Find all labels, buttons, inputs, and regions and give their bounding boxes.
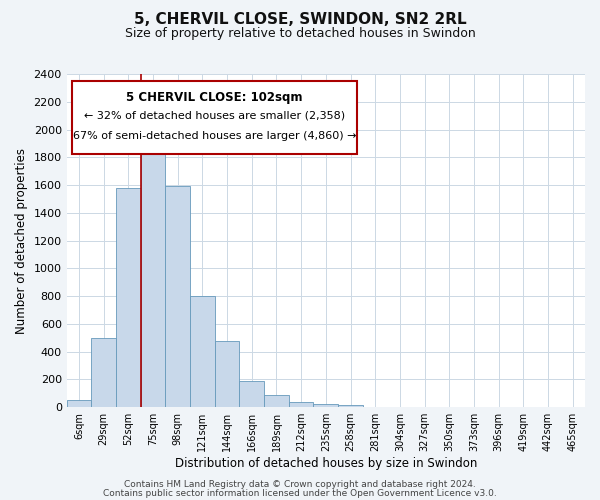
Bar bbox=[239, 381, 264, 407]
Text: ← 32% of detached houses are smaller (2,358): ← 32% of detached houses are smaller (2,… bbox=[84, 110, 345, 120]
Bar bbox=[215, 340, 239, 407]
Y-axis label: Number of detached properties: Number of detached properties bbox=[15, 148, 28, 334]
Text: 67% of semi-detached houses are larger (4,860) →: 67% of semi-detached houses are larger (… bbox=[73, 130, 356, 140]
Bar bbox=[264, 394, 289, 407]
FancyBboxPatch shape bbox=[72, 80, 357, 154]
Bar bbox=[141, 135, 166, 407]
Bar bbox=[190, 296, 215, 407]
Bar bbox=[116, 188, 141, 407]
Bar bbox=[166, 186, 190, 407]
Bar bbox=[289, 402, 313, 407]
Bar bbox=[313, 404, 338, 407]
Text: Contains HM Land Registry data © Crown copyright and database right 2024.: Contains HM Land Registry data © Crown c… bbox=[124, 480, 476, 489]
Text: Contains public sector information licensed under the Open Government Licence v3: Contains public sector information licen… bbox=[103, 489, 497, 498]
Text: Size of property relative to detached houses in Swindon: Size of property relative to detached ho… bbox=[125, 28, 475, 40]
Text: 5, CHERVIL CLOSE, SWINDON, SN2 2RL: 5, CHERVIL CLOSE, SWINDON, SN2 2RL bbox=[134, 12, 466, 28]
Bar bbox=[67, 400, 91, 407]
X-axis label: Distribution of detached houses by size in Swindon: Distribution of detached houses by size … bbox=[175, 457, 477, 470]
Bar bbox=[91, 338, 116, 407]
Text: 5 CHERVIL CLOSE: 102sqm: 5 CHERVIL CLOSE: 102sqm bbox=[126, 90, 302, 104]
Bar bbox=[338, 405, 363, 407]
